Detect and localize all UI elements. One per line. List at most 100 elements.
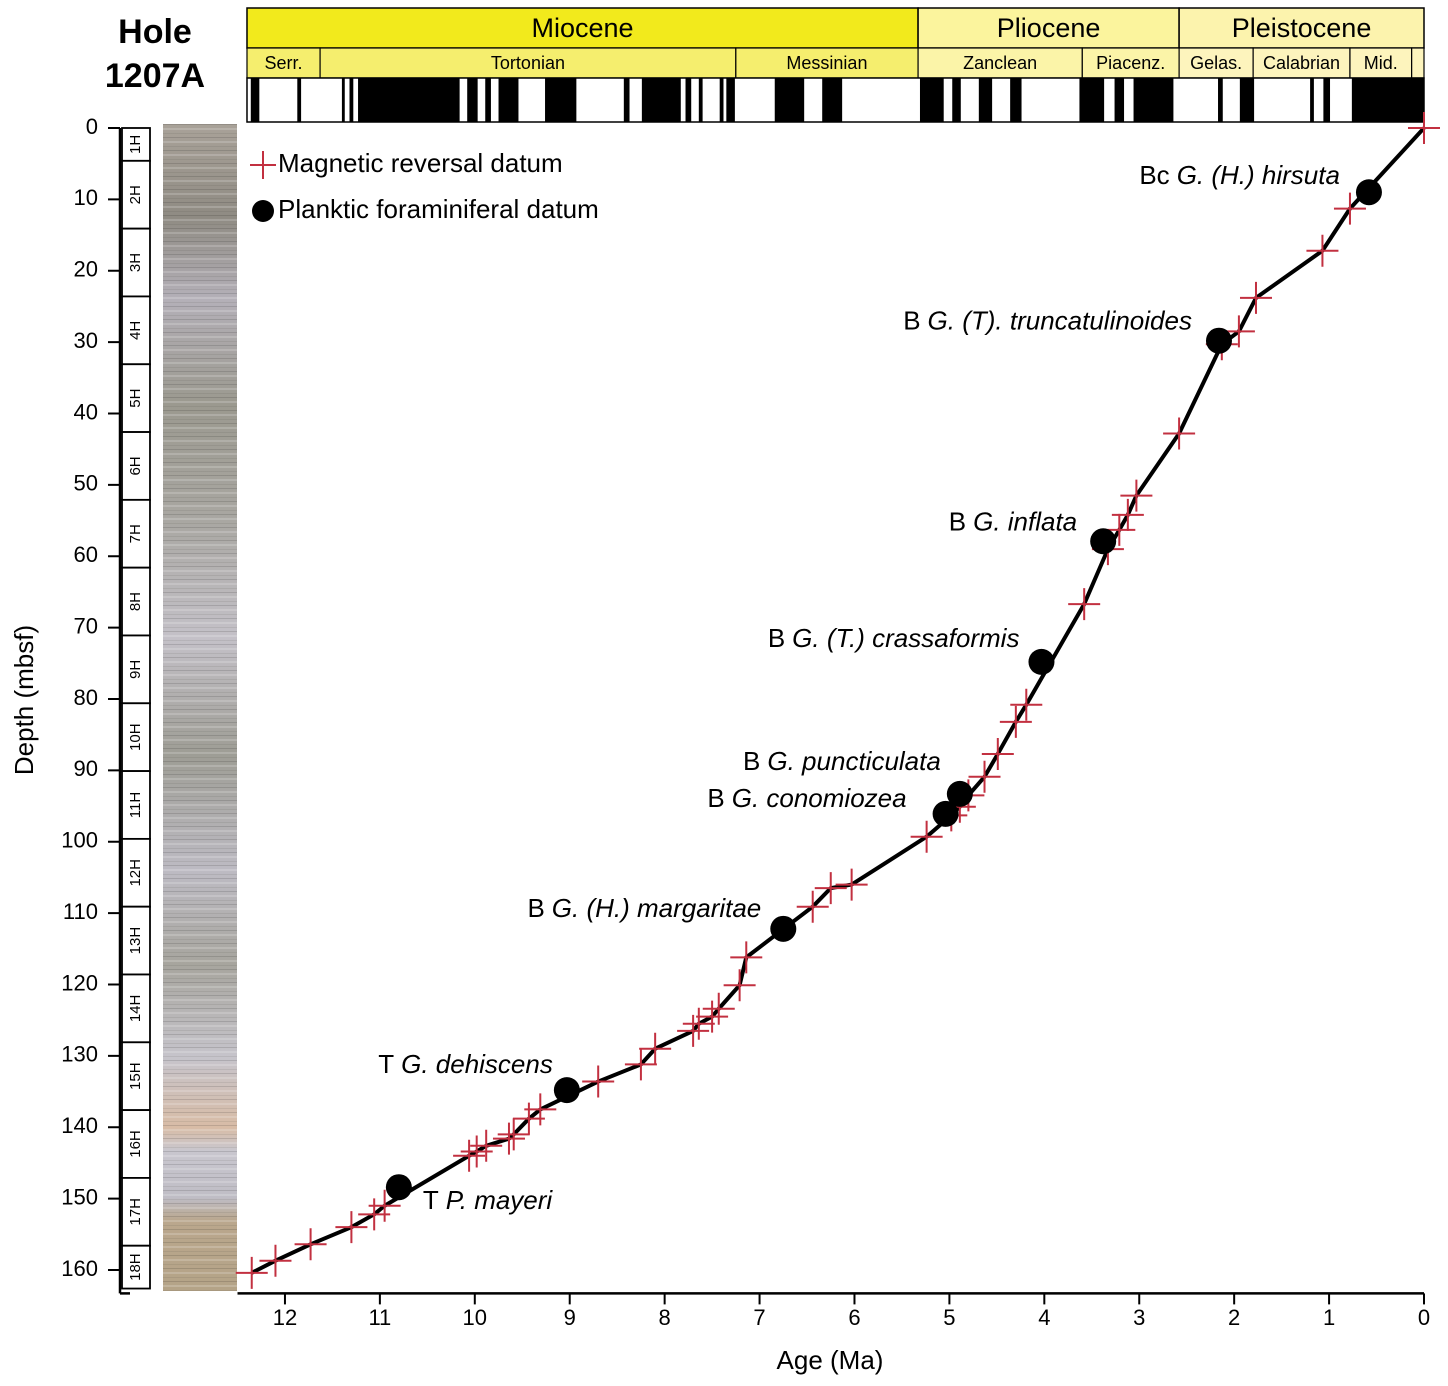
legend-cross (250, 151, 276, 179)
datum-label: T G. dehiscens (378, 1049, 553, 1079)
reversal-cross (981, 737, 1014, 770)
core-label: 4H (127, 321, 144, 340)
reversal-cross (814, 872, 847, 905)
polarity-normal (498, 78, 519, 122)
legend-dot (252, 200, 274, 222)
x-tick-label: 0 (1418, 1305, 1430, 1330)
foram-datum (946, 780, 973, 807)
core-box (121, 1041, 151, 1112)
polarity-normal (685, 78, 692, 122)
core-label: 1H (127, 135, 144, 154)
polarity-normal (1010, 78, 1022, 122)
reversal-cross (1408, 112, 1440, 144)
polarity-normal (952, 78, 961, 122)
datum-prefix: T (423, 1185, 439, 1215)
epoch-box (1178, 7, 1425, 49)
core-label: 17H (127, 1198, 144, 1226)
stage-label: Serr. (265, 53, 303, 73)
y-tick-label: 140 (61, 1113, 98, 1138)
datum-prefix: B (903, 306, 920, 336)
title-line: Hole (118, 13, 192, 51)
reversal-cross (1120, 479, 1153, 512)
polarity-normal (467, 78, 478, 122)
reversal-cross (999, 705, 1032, 738)
x-tick-label: 5 (943, 1305, 955, 1330)
core-label: 3H (127, 253, 144, 272)
core-label: 11H (127, 792, 144, 818)
reversal-cross (470, 1129, 503, 1162)
core-label: 16H (127, 1130, 144, 1158)
polarity-normal (919, 78, 944, 122)
y-tick-label: 90 (74, 756, 98, 781)
x-tick-label: 9 (564, 1305, 576, 1330)
epoch-label: Pliocene (997, 13, 1101, 43)
datum-label: B G. (H.) margaritae (527, 893, 761, 923)
reversal-cross (1163, 417, 1196, 450)
reversal-cross (682, 1007, 715, 1040)
polarity-normal (349, 78, 354, 122)
polarity-normal (297, 78, 302, 122)
core-label: 13H (127, 927, 144, 955)
x-tick-label: 3 (1133, 1305, 1145, 1330)
core-box (121, 227, 151, 298)
y-tick-label: 120 (61, 970, 98, 995)
reversal-cross (677, 1014, 710, 1047)
reversal-cross (335, 1211, 368, 1244)
core-box (121, 905, 151, 976)
stage-box (1252, 47, 1351, 79)
x-tick-label: 4 (1038, 1305, 1050, 1330)
x-tick-label: 11 (368, 1305, 391, 1330)
title-line: 1207A (105, 57, 205, 95)
datum-label: Bc G. (H.) hirsuta (1139, 160, 1340, 190)
datum-taxon: G. conomiozea (732, 783, 907, 813)
polarity-normal (358, 78, 460, 122)
y-tick-label: 160 (61, 1256, 98, 1281)
y-tick-label: 80 (74, 685, 98, 710)
foram-datum (932, 800, 959, 827)
reversal-cross (582, 1065, 615, 1098)
polarity-normal (774, 78, 805, 122)
stage-label: Zanclean (963, 53, 1037, 73)
polarity-normal (1133, 78, 1174, 122)
y-tick-label: 100 (61, 828, 98, 853)
datum-label: B G. conomiozea (707, 783, 906, 813)
reversal-cross (235, 1256, 268, 1289)
foram-datum (1090, 528, 1117, 555)
core-box (121, 1109, 151, 1179)
y-tick-label: 20 (74, 257, 98, 282)
stage-label: Messinian (786, 53, 867, 73)
polarity-normal (641, 78, 681, 122)
core-label: 5H (127, 389, 144, 408)
datum-prefix: B (707, 783, 724, 813)
core-box (121, 837, 151, 908)
reversal-cross (1222, 315, 1255, 348)
foram-datum (553, 1077, 580, 1104)
foram-datum (1355, 179, 1382, 206)
reversal-cross (730, 941, 763, 974)
y-tick-label: 50 (74, 471, 98, 496)
legend-label: Magnetic reversal datum (278, 148, 563, 178)
datum-prefix: B (949, 506, 966, 536)
datum-prefix: B (743, 746, 760, 776)
reversal-cross (460, 1135, 493, 1168)
x-tick-label: 1 (1323, 1305, 1335, 1330)
epoch-box (917, 7, 1180, 49)
polarity-normal (1079, 78, 1105, 122)
reversal-cross (639, 1032, 672, 1065)
foram-datum (1028, 648, 1055, 675)
polarity-normal (698, 78, 703, 122)
stage-label: Tortonian (491, 53, 565, 73)
core-box (121, 634, 151, 705)
polarity-normal (545, 78, 577, 122)
stage-label: Gelas. (1190, 53, 1242, 73)
stage-box (1178, 47, 1254, 79)
polarity-normal (1310, 78, 1314, 122)
polarity-normal (250, 78, 260, 122)
y-tick-label: 40 (74, 399, 98, 424)
polarity-normal (726, 78, 735, 122)
reversal-cross (624, 1048, 657, 1081)
core-box (121, 431, 151, 501)
core-box (121, 566, 151, 637)
foram-datum (385, 1174, 412, 1201)
datum-taxon: G. (T.) crassaformis (792, 623, 1019, 653)
